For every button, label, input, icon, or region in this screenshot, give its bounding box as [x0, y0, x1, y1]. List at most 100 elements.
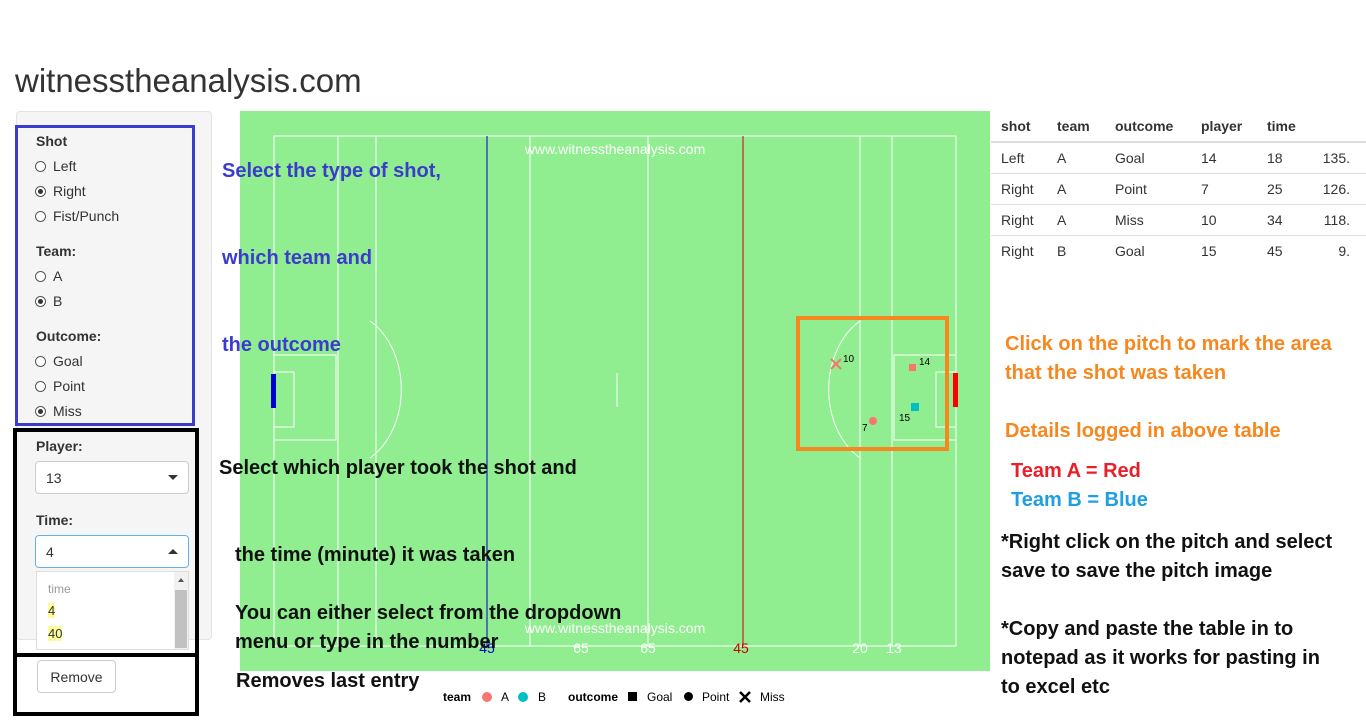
- annotation-box-blue: [15, 125, 195, 426]
- distance-label-13: 13: [886, 640, 902, 656]
- table-row: Right A Miss 10 34 118.: [991, 204, 1366, 236]
- radio-dot: [35, 380, 46, 392]
- annotation-box-remove: [13, 653, 199, 716]
- table-row: Right A Point 7 25 126.: [991, 173, 1366, 205]
- dropdown-scrollbar[interactable]: [174, 572, 188, 649]
- annotation-copy-2: notepad as it works for pasting in: [1001, 647, 1320, 669]
- player-select-value: 13: [46, 469, 62, 486]
- pitch-watermark-bottom: www.witnesstheanalysis.com: [524, 620, 706, 636]
- col-header-team: team: [1047, 111, 1105, 143]
- legend-team-title: team: [443, 690, 472, 704]
- distance-label-65-left: 65: [573, 640, 589, 656]
- goal-right: [953, 373, 958, 407]
- legend-point-label: Point: [702, 690, 730, 704]
- radio-shot-left[interactable]: Left: [35, 158, 76, 174]
- legend-point-circle-icon: [684, 692, 693, 701]
- annotation-click-line2: that the shot was taken: [1005, 362, 1227, 384]
- annotation-right-click-2: save to save the pitch image: [1001, 560, 1273, 582]
- annotation-the-time: the time (minute) it was taken: [235, 544, 516, 566]
- radio-outcome-miss[interactable]: Miss: [35, 403, 82, 419]
- chevron-down-icon: [168, 475, 178, 480]
- legend-team-a-swatch: [482, 692, 492, 702]
- annotation-right-click-1: *Right click on the pitch and select: [1001, 531, 1333, 553]
- legend-miss-cross-icon: [739, 691, 751, 703]
- annotation-click-line1: Click on the pitch to mark the area: [1005, 333, 1332, 355]
- col-header-extra: [1307, 111, 1366, 143]
- dropdown-option-4[interactable]: 4: [48, 603, 56, 618]
- dropdown-header: time: [48, 582, 71, 596]
- time-select[interactable]: 4: [35, 535, 189, 568]
- pitch-grass: [240, 111, 990, 671]
- time-select-value: 4: [46, 543, 54, 560]
- shot-label: Shot: [36, 133, 68, 149]
- radio-dot: [35, 355, 46, 367]
- time-label: Time:: [36, 512, 74, 528]
- chevron-up-icon: [168, 549, 178, 554]
- annotation-dropdown-line1: You can either select from the dropdown: [235, 602, 622, 624]
- annotation-team-b-blue: Team B = Blue: [1011, 489, 1148, 511]
- annotation-select-player: Select which player took the shot and: [219, 457, 577, 479]
- col-header-player: player: [1191, 111, 1257, 143]
- radio-shot-fist[interactable]: Fist/Punch: [35, 208, 119, 224]
- dropdown-option-40[interactable]: 40: [48, 626, 63, 641]
- annotation-the-outcome: the outcome: [222, 334, 341, 356]
- table-row: Right B Goal 15 45 9.: [991, 235, 1366, 266]
- legend-miss-label: Miss: [760, 690, 785, 704]
- distance-label-20: 20: [852, 640, 868, 656]
- annotation-dropdown-line2: menu or type in the number: [235, 631, 499, 653]
- annotation-select-shot: Select the type of shot,: [222, 160, 441, 182]
- shot-marker-10: 10: [830, 354, 855, 370]
- legend-team-b-label: B: [538, 690, 547, 704]
- radio-dot: [35, 160, 46, 172]
- radio-dot-selected: [35, 405, 46, 417]
- radio-dot: [35, 210, 46, 222]
- site-title: witnesstheanalysis.com: [15, 62, 362, 99]
- table-row: Left A Goal 14 18 135.: [991, 141, 1366, 174]
- shots-table: shot team outcome player time Left A Goal …: [991, 111, 1366, 266]
- time-dropdown-menu: time 4 40: [36, 571, 189, 650]
- svg-text:10: 10: [843, 354, 855, 365]
- annotation-details-logged: Details logged in above table: [1005, 420, 1281, 442]
- shot-marker-15: 15: [899, 403, 919, 424]
- radio-dot: [35, 270, 46, 282]
- radio-dot-selected: [35, 295, 46, 307]
- distance-label-45-right: 45: [733, 640, 749, 656]
- pitch-watermark-top: www.witnesstheanalysis.com: [524, 141, 706, 157]
- pitch-plot[interactable]: www.witnesstheanalysis.com www.witnessth…: [240, 111, 990, 671]
- legend-goal-square-icon: [628, 692, 637, 701]
- svg-text:14: 14: [919, 357, 931, 368]
- radio-dot-selected: [35, 185, 46, 197]
- legend-goal-label: Goal: [647, 690, 673, 704]
- radio-outcome-point[interactable]: Point: [35, 378, 85, 394]
- col-header-time: time: [1257, 111, 1307, 143]
- col-header-shot: shot: [991, 111, 1047, 143]
- table-header-row: shot team outcome player time: [991, 111, 1366, 143]
- legend-team-a-label: A: [501, 690, 510, 704]
- svg-text:7: 7: [862, 423, 868, 434]
- distance-label-45-left: 45: [479, 640, 495, 656]
- annotation-removes: Removes last entry: [236, 670, 420, 692]
- team-label: Team:: [36, 243, 77, 259]
- annotation-copy-1: *Copy and paste the table in to: [1001, 618, 1294, 640]
- distance-label-65-right: 65: [640, 640, 656, 656]
- col-header-outcome: outcome: [1105, 111, 1191, 143]
- legend-team-b-swatch: [518, 692, 528, 702]
- shot-marker-7: 7: [862, 417, 877, 434]
- player-label: Player:: [36, 438, 83, 454]
- annotation-which-team: which team and: [222, 247, 373, 269]
- scroll-up-icon: [178, 578, 184, 582]
- scrollbar-thumb[interactable]: [175, 590, 187, 648]
- annotation-box-orange: [796, 316, 949, 451]
- annotation-copy-3: to excel etc: [1001, 676, 1110, 698]
- radio-team-b[interactable]: B: [35, 293, 62, 309]
- annotation-team-a-red: Team A = Red: [1011, 460, 1141, 482]
- legend-outcome-title: outcome: [568, 690, 619, 704]
- player-select[interactable]: 13: [35, 461, 189, 494]
- radio-outcome-goal[interactable]: Goal: [35, 353, 83, 369]
- radio-team-a[interactable]: A: [35, 268, 62, 284]
- svg-text:15: 15: [899, 413, 911, 424]
- remove-button[interactable]: Remove: [37, 660, 116, 693]
- radio-shot-right[interactable]: Right: [35, 183, 86, 199]
- shot-marker-14: 14: [909, 357, 931, 371]
- outcome-label: Outcome:: [36, 328, 102, 344]
